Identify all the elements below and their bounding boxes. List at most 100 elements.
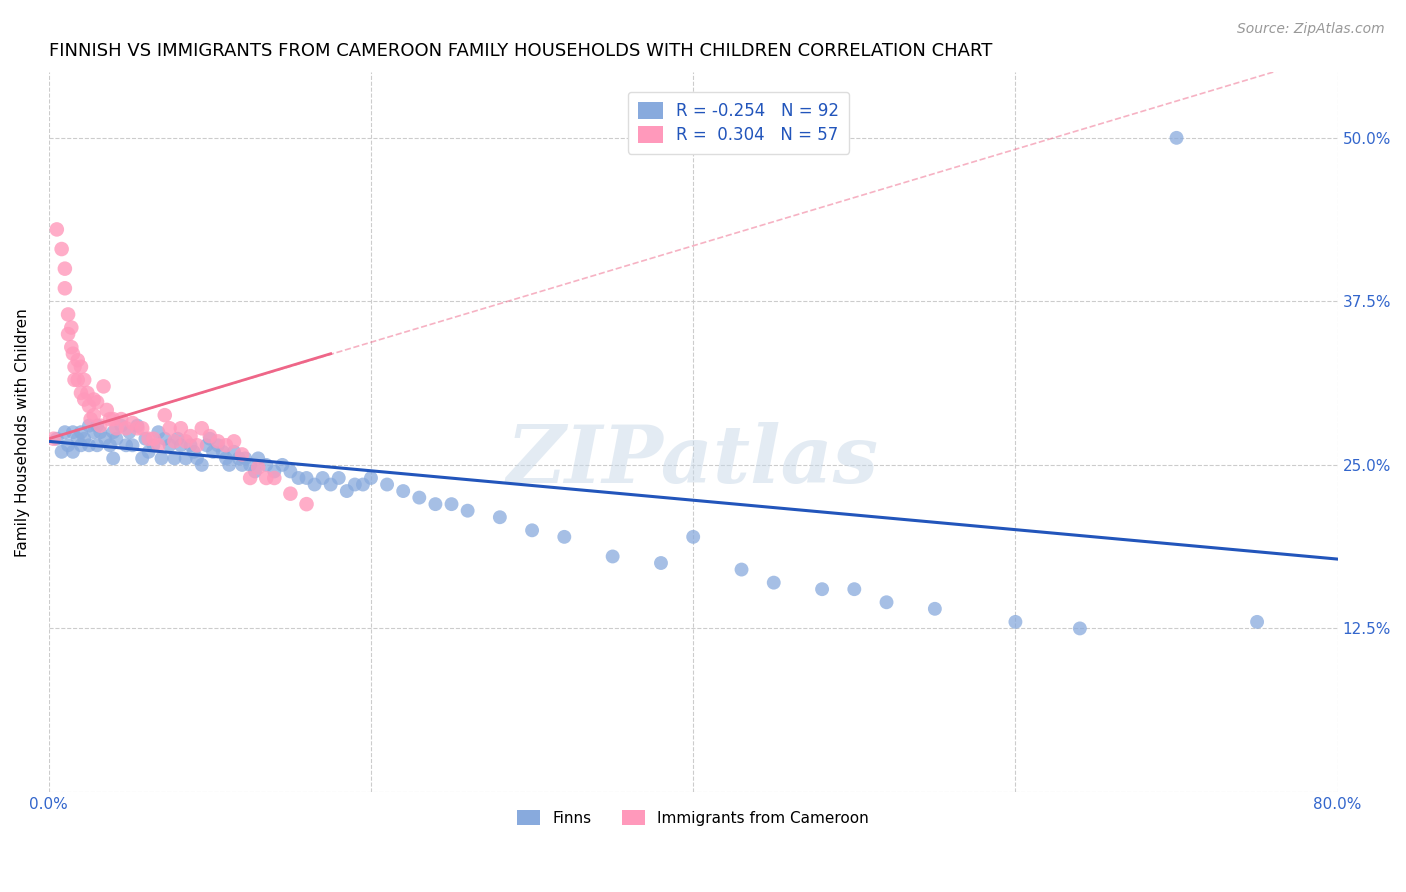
Point [105,432,128,446]
Point [60,320,83,334]
Point [263,465,285,479]
Point [191,421,214,435]
Point [83,392,105,407]
Point [1166,131,1188,145]
Point [336,484,359,499]
Point [166,432,188,446]
Point [70,425,93,440]
Point [174,434,197,449]
Point [1004,615,1026,629]
Point [218,458,240,472]
Point [98,438,121,452]
Point [207,438,229,452]
Point [66,432,89,446]
Point [96,403,118,417]
Point [105,421,128,435]
Point [83,425,105,440]
Point [131,451,153,466]
Point [520,524,543,538]
Point [110,412,132,426]
Point [138,432,160,446]
Point [153,408,176,422]
Point [170,438,193,452]
Point [70,386,93,401]
Point [98,412,121,426]
Point [62,445,84,459]
Point [319,477,342,491]
Point [489,510,512,524]
Point [142,432,165,446]
Point [56,308,79,322]
Point [94,432,117,446]
Point [183,445,205,459]
Point [304,477,326,491]
Point [118,425,141,440]
Point [247,451,270,466]
Point [254,471,277,485]
Point [60,340,83,354]
Point [231,458,253,472]
Point [159,438,181,452]
Point [287,471,309,485]
Point [153,432,176,446]
Point [553,530,575,544]
Point [295,497,318,511]
Point [762,575,785,590]
Point [51,242,73,256]
Point [103,425,125,440]
Text: FINNISH VS IMMIGRANTS FROM CAMEROON FAMILY HOUSEHOLDS WITH CHILDREN CORRELATION : FINNISH VS IMMIGRANTS FROM CAMEROON FAMI… [49,42,993,60]
Point [89,418,111,433]
Point [243,465,266,479]
Point [45,222,67,236]
Point [180,438,202,452]
Point [70,438,93,452]
Point [53,281,76,295]
Point [77,399,100,413]
Point [254,458,277,472]
Point [51,445,73,459]
Point [215,438,238,452]
Point [73,432,96,446]
Point [207,434,229,449]
Point [392,484,415,499]
Point [375,477,398,491]
Point [121,416,143,430]
Y-axis label: Family Households with Children: Family Households with Children [15,308,30,557]
Point [115,421,138,435]
Point [93,379,115,393]
Point [45,432,67,446]
Point [295,471,318,485]
Point [247,460,270,475]
Point [202,445,225,459]
Point [174,451,197,466]
Point [440,497,463,511]
Point [263,471,285,485]
Point [215,451,238,466]
Point [63,359,86,374]
Point [127,418,149,433]
Point [170,421,193,435]
Point [239,471,262,485]
Point [602,549,624,564]
Point [408,491,430,505]
Point [62,425,84,440]
Point [186,438,208,452]
Point [148,425,170,440]
Point [127,421,149,435]
Point [56,327,79,342]
Point [77,418,100,433]
Point [328,471,350,485]
Point [425,497,447,511]
Point [280,465,302,479]
Point [352,477,374,491]
Point [186,451,208,466]
Point [131,421,153,435]
Point [360,471,382,485]
Point [86,395,108,409]
Point [844,582,866,597]
Point [163,451,186,466]
Point [63,373,86,387]
Point [280,486,302,500]
Point [343,477,366,491]
Point [730,563,752,577]
